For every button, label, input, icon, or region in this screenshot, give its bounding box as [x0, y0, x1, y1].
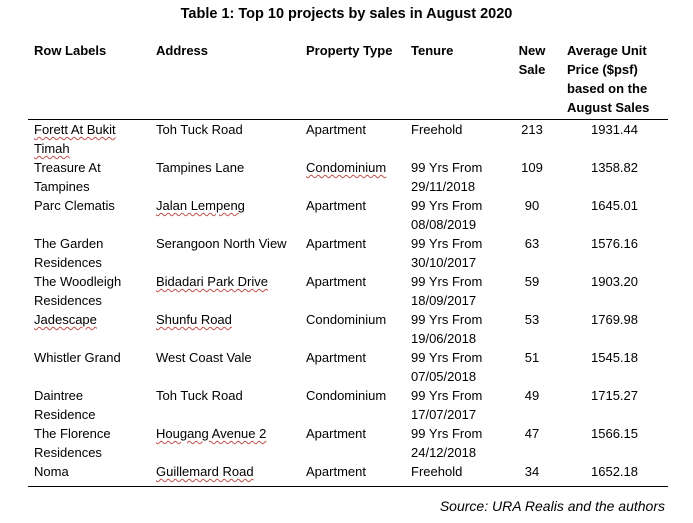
cell-address: Guillemard Road [150, 462, 300, 487]
cell-average-price: 1358.82 [591, 160, 638, 175]
table-row: Jadescape Shunfu Road Condominium 99 Yrs… [28, 310, 668, 348]
cell-new-sale: 47 [524, 426, 540, 441]
table-row: Daintree Residence Toh Tuck Road Condomi… [28, 386, 668, 424]
cell-new-sale: 63 [524, 236, 540, 251]
cell-property-type: Condominium [306, 388, 387, 403]
cell-new-sale: 213 [521, 122, 543, 137]
cell-new-sale: 59 [524, 274, 540, 289]
cell-average-price: 1645.01 [591, 198, 638, 213]
header-average-price: Average Unit Price ($psf) based on the A… [561, 40, 668, 120]
cell-tenure: 99 Yrs From 17/07/2017 [411, 388, 483, 422]
cell-tenure: 99 Yrs From 18/09/2017 [411, 274, 483, 308]
cell-property-type: Condominium [306, 312, 387, 327]
header-address: Address [150, 40, 300, 120]
table-title: Table 1: Top 10 projects by sales in Aug… [180, 6, 513, 22]
cell-new-sale: 34 [503, 462, 561, 487]
cell-project-name: Daintree Residence [34, 388, 96, 422]
cell-property-type: Apartment [300, 462, 405, 487]
cell-address: Jalan Lempeng [156, 198, 245, 213]
cell-tenure: Freehold [405, 462, 503, 487]
cell-address: West Coast Vale [156, 350, 252, 365]
cell-average-price: 1715.27 [591, 388, 638, 403]
cell-tenure: 99 Yrs From 07/05/2018 [411, 350, 483, 384]
header-property-type: Property Type [300, 40, 405, 120]
cell-average-price: 1903.20 [591, 274, 638, 289]
header-row-labels: Row Labels [28, 40, 150, 120]
header-row: Row Labels Address Property Type Tenure … [28, 40, 668, 120]
cell-address: Bidadari Park Drive [156, 274, 268, 289]
cell-project-name: Treasure At Tampines [34, 160, 101, 194]
cell-property-type: Apartment [306, 236, 366, 251]
cell-property-type: Apartment [306, 274, 366, 289]
cell-average-price: 1566.15 [591, 426, 638, 441]
header-new-sale: New Sale [503, 40, 561, 120]
cell-project-name: The Woodleigh Residences [34, 274, 122, 308]
cell-new-sale: 53 [524, 312, 540, 327]
cell-address: Serangoon North View [156, 236, 287, 251]
cell-new-sale: 51 [524, 350, 540, 365]
cell-address: Tampines Lane [156, 160, 245, 175]
cell-address: Toh Tuck Road [156, 122, 243, 137]
table-row: Treasure At Tampines Tampines Lane Condo… [28, 158, 668, 196]
cell-property-type: Apartment [306, 426, 366, 441]
table-row: Parc Clematis Jalan Lempeng Apartment 99… [28, 196, 668, 234]
cell-average-price: 1931.44 [591, 122, 638, 137]
cell-address: Hougang Avenue 2 [156, 426, 267, 441]
cell-project-name: The Florence Residences [34, 426, 111, 460]
cell-property-type: Apartment [306, 122, 366, 137]
table-row: Whistler Grand West Coast Vale Apartment… [28, 348, 668, 386]
table-row: The Garden Residences Serangoon North Vi… [28, 234, 668, 272]
cell-tenure: Freehold [411, 122, 463, 137]
cell-tenure: 99 Yrs From 29/11/2018 [411, 160, 483, 194]
cell-address: Shunfu Road [156, 312, 232, 327]
cell-project-name: The Garden Residences [34, 236, 104, 270]
cell-average-price: 1652.18 [561, 462, 668, 487]
header-tenure: Tenure [405, 40, 503, 120]
table-row: The Florence Residences Hougang Avenue 2… [28, 424, 668, 462]
cell-new-sale: 109 [521, 160, 543, 175]
cell-property-type: Apartment [306, 350, 366, 365]
table-row: The Woodleigh Residences Bidadari Park D… [28, 272, 668, 310]
cell-project-name: Whistler Grand [34, 350, 121, 365]
cell-project-name: Noma [28, 462, 150, 487]
source-caption: Source: URA Realis and the authors [439, 498, 665, 514]
cell-property-type: Apartment [306, 198, 366, 213]
sales-table: Row Labels Address Property Type Tenure … [28, 40, 668, 487]
table-row: Noma Guillemard Road Apartment Freehold … [28, 462, 668, 487]
cell-address: Toh Tuck Road [156, 388, 243, 403]
cell-project-name: Forett At Bukit Timah [34, 122, 116, 156]
cell-property-type: Condominium [306, 160, 387, 175]
cell-average-price: 1769.98 [591, 312, 638, 327]
cell-new-sale: 49 [524, 388, 540, 403]
cell-tenure: 99 Yrs From 24/12/2018 [411, 426, 483, 460]
cell-project-name: Parc Clematis [34, 198, 115, 213]
cell-tenure: 99 Yrs From 19/06/2018 [411, 312, 483, 346]
table-row: Forett At Bukit Timah Toh Tuck Road Apar… [28, 120, 668, 159]
cell-average-price: 1576.16 [591, 236, 638, 251]
cell-average-price: 1545.18 [591, 350, 638, 365]
cell-new-sale: 90 [524, 198, 540, 213]
cell-tenure: 99 Yrs From 30/10/2017 [411, 236, 483, 270]
cell-tenure: 99 Yrs From 08/08/2019 [411, 198, 483, 232]
cell-project-name: Jadescape [34, 312, 97, 327]
